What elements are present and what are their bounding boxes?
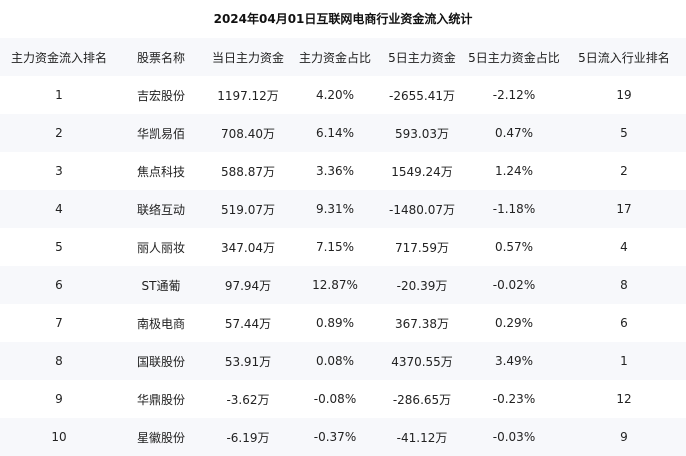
header-main-capital-ratio: 主力资金占比 (292, 38, 378, 76)
cell-main-capital-ratio: 3.36% (315, 164, 355, 178)
cell-5day-main-capital: -1480.07万 (378, 190, 466, 228)
cell-stock-name: 南极电商 (136, 316, 185, 331)
cell-5day-main-capital: 4370.55万 (378, 342, 466, 380)
cell-5day-main-capital-ratio: -0.02% (466, 266, 562, 304)
cell-5day-industry-rank: 19 (616, 88, 632, 102)
cell-main-capital-ratio: 0.08% (292, 342, 378, 380)
table-row: 9 华鼎股份 -3.62万 -0.08% -286.65万 -0.23% 12 (0, 380, 686, 418)
cell-5day-main-capital: 717.59万 (395, 240, 449, 255)
cell-main-capital-ratio: 0.89% (315, 316, 355, 330)
cell-stock-name: 华凯易佰 (118, 114, 204, 152)
cell-stock-name: 国联股份 (118, 342, 204, 380)
cell-5day-industry-rank: 4 (620, 240, 628, 254)
cell-daily-main-capital: -6.19万 (204, 418, 292, 456)
cell-rank: 7 (55, 316, 63, 330)
cell-5day-main-capital-ratio: 3.49% (466, 342, 562, 380)
cell-rank: 1 (55, 88, 63, 102)
header-5day-industry-rank: 5日流入行业排名 (562, 38, 686, 76)
capital-flow-table: 主力资金流入排名 股票名称 当日主力资金 主力资金占比 5日主力资金 5日主力资… (0, 38, 686, 456)
table-row: 1 吉宏股份 1197.12万 4.20% -2655.41万 -2.12% 19 (0, 76, 686, 114)
table-row: 4 联络互动 519.07万 9.31% -1480.07万 -1.18% 17 (0, 190, 686, 228)
cell-main-capital-ratio: -0.08% (313, 392, 357, 406)
cell-stock-name: 星徽股份 (118, 418, 204, 456)
cell-5day-industry-rank: 9 (562, 418, 686, 456)
cell-daily-main-capital: 97.94万 (204, 266, 292, 304)
table-row: 3 焦点科技 588.87万 3.36% 1549.24万 1.24% 2 (0, 152, 686, 190)
cell-stock-name: 焦点科技 (136, 164, 185, 179)
table-row: 7 南极电商 57.44万 0.89% 367.38万 0.29% 6 (0, 304, 686, 342)
header-rank: 主力资金流入排名 (0, 38, 118, 76)
cell-daily-main-capital: 519.07万 (204, 190, 292, 228)
cell-daily-main-capital: 53.91万 (204, 342, 292, 380)
cell-main-capital-ratio: 7.15% (315, 240, 355, 254)
cell-5day-main-capital-ratio: -1.18% (466, 190, 562, 228)
cell-5day-industry-rank: 17 (562, 190, 686, 228)
cell-5day-main-capital: -20.39万 (378, 266, 466, 304)
table-row: 5 丽人丽妆 347.04万 7.15% 717.59万 0.57% 4 (0, 228, 686, 266)
cell-5day-main-capital-ratio: -0.03% (466, 418, 562, 456)
cell-daily-main-capital: 57.44万 (224, 316, 272, 331)
cell-5day-industry-rank: 8 (562, 266, 686, 304)
cell-daily-main-capital: 1197.12万 (217, 88, 279, 103)
header-row: 主力资金流入排名 股票名称 当日主力资金 主力资金占比 5日主力资金 5日主力资… (0, 38, 686, 76)
cell-stock-name: ST通葡 (118, 266, 204, 304)
cell-daily-main-capital: -3.62万 (226, 392, 270, 407)
cell-main-capital-ratio: 6.14% (292, 114, 378, 152)
cell-5day-industry-rank: 1 (562, 342, 686, 380)
cell-main-capital-ratio: 4.20% (315, 88, 355, 102)
table-row: 6 ST通葡 97.94万 12.87% -20.39万 -0.02% 8 (0, 266, 686, 304)
cell-stock-name: 丽人丽妆 (136, 240, 185, 255)
cell-5day-main-capital-ratio: -0.23% (492, 392, 536, 406)
cell-5day-main-capital-ratio: 1.24% (494, 164, 534, 178)
header-stock-name: 股票名称 (118, 38, 204, 76)
cell-daily-main-capital: 347.04万 (221, 240, 275, 255)
cell-rank: 2 (0, 114, 118, 152)
cell-5day-industry-rank: 5 (562, 114, 686, 152)
cell-5day-main-capital-ratio: 0.29% (494, 316, 534, 330)
cell-daily-main-capital: 588.87万 (221, 164, 275, 179)
cell-rank: 8 (0, 342, 118, 380)
cell-5day-main-capital: -286.65万 (392, 392, 452, 407)
cell-5day-main-capital: -41.12万 (378, 418, 466, 456)
table-row: 10 星徽股份 -6.19万 -0.37% -41.12万 -0.03% 9 (0, 418, 686, 456)
cell-rank: 9 (55, 392, 63, 406)
cell-5day-main-capital-ratio: 0.57% (494, 240, 534, 254)
cell-5day-main-capital: 593.03万 (378, 114, 466, 152)
cell-5day-industry-rank: 12 (616, 392, 632, 406)
header-daily-main-capital: 当日主力资金 (204, 38, 292, 76)
cell-main-capital-ratio: 12.87% (292, 266, 378, 304)
table-row: 8 国联股份 53.91万 0.08% 4370.55万 3.49% 1 (0, 342, 686, 380)
cell-main-capital-ratio: -0.37% (292, 418, 378, 456)
cell-stock-name: 吉宏股份 (136, 88, 185, 103)
cell-5day-main-capital-ratio: 0.47% (466, 114, 562, 152)
cell-daily-main-capital: 708.40万 (204, 114, 292, 152)
cell-5day-main-capital-ratio: -2.12% (492, 88, 536, 102)
cell-rank: 5 (55, 240, 63, 254)
cell-5day-main-capital: -2655.41万 (389, 88, 455, 103)
cell-5day-main-capital: 1549.24万 (391, 164, 453, 179)
cell-5day-main-capital: 367.38万 (395, 316, 449, 331)
cell-main-capital-ratio: 9.31% (292, 190, 378, 228)
header-5day-main-capital-ratio: 5日主力资金占比 (466, 38, 562, 76)
cell-stock-name: 华鼎股份 (136, 392, 185, 407)
cell-5day-industry-rank: 6 (620, 316, 628, 330)
cell-5day-industry-rank: 2 (620, 164, 628, 178)
table-row: 2 华凯易佰 708.40万 6.14% 593.03万 0.47% 5 (0, 114, 686, 152)
cell-rank: 6 (0, 266, 118, 304)
cell-rank: 4 (0, 190, 118, 228)
table-title: 2024年04月01日互联网电商行业资金流入统计 (213, 12, 473, 26)
cell-stock-name: 联络互动 (118, 190, 204, 228)
cell-rank: 10 (0, 418, 118, 456)
header-5day-main-capital: 5日主力资金 (378, 38, 466, 76)
cell-rank: 3 (55, 164, 63, 178)
